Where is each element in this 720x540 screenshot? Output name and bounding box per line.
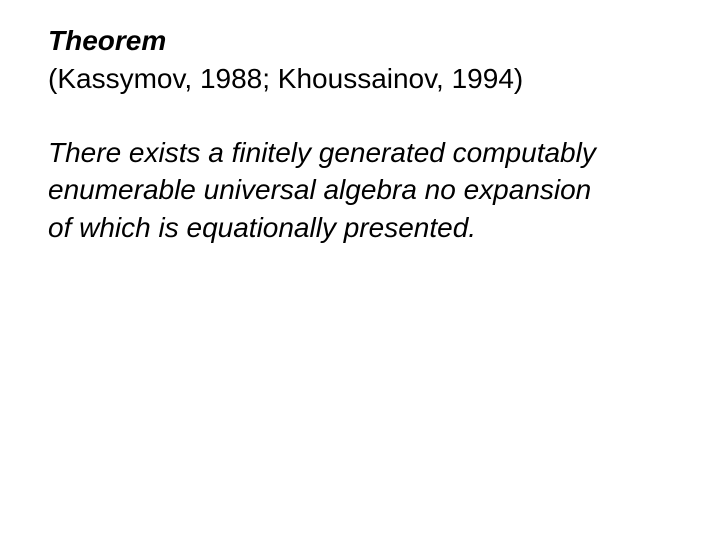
theorem-body-line-2: enumerable universal algebra no expansio… bbox=[48, 171, 680, 209]
theorem-body-line-3: of which is equationally presented. bbox=[48, 209, 680, 247]
theorem-attribution: (Kassymov, 1988; Khoussainov, 1994) bbox=[48, 60, 680, 98]
spacer bbox=[48, 98, 680, 134]
theorem-body-line-1: There exists a finitely generated comput… bbox=[48, 134, 680, 172]
theorem-heading: Theorem bbox=[48, 22, 680, 60]
slide-content: Theorem (Kassymov, 1988; Khoussainov, 19… bbox=[0, 0, 720, 540]
